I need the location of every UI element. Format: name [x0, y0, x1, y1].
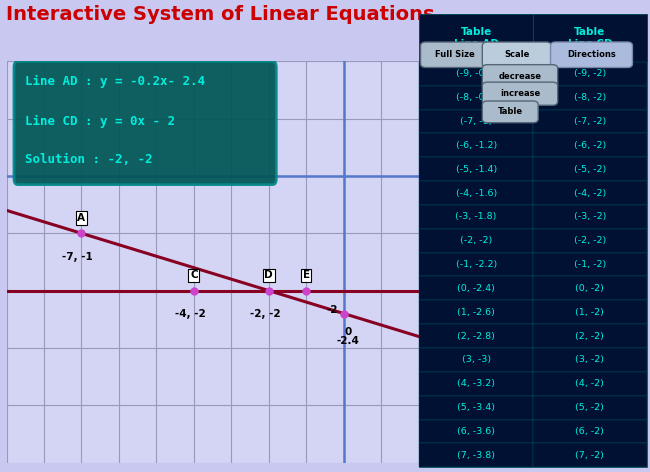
Text: (6, -2): (6, -2): [575, 427, 604, 436]
Text: (-9, -0.6): (-9, -0.6): [456, 69, 497, 78]
Text: (7, -2): (7, -2): [575, 451, 604, 460]
Text: 0: 0: [344, 327, 352, 337]
Text: -2: -2: [327, 305, 338, 315]
Text: (2, -2): (2, -2): [575, 332, 604, 341]
Text: Directions: Directions: [567, 50, 616, 59]
Text: (-2, -2): (-2, -2): [460, 236, 492, 245]
Text: Interactive System of Linear Equations: Interactive System of Linear Equations: [6, 5, 435, 24]
Text: Line AD : y = -0.2x- 2.4: Line AD : y = -0.2x- 2.4: [25, 75, 205, 88]
Text: (2, -2.8): (2, -2.8): [457, 332, 495, 341]
Text: (-3, -1.8): (-3, -1.8): [456, 212, 497, 221]
Text: Solution : -2, -2: Solution : -2, -2: [25, 153, 153, 167]
Text: Table
Line AD: Table Line AD: [454, 27, 499, 49]
Text: (-7, -2): (-7, -2): [574, 117, 606, 126]
Text: D: D: [265, 270, 273, 280]
Text: (5, -3.4): (5, -3.4): [457, 403, 495, 412]
Text: Line CD : y = 0x - 2: Line CD : y = 0x - 2: [25, 115, 176, 128]
Text: Scale: Scale: [504, 50, 530, 59]
Text: (5, -2): (5, -2): [575, 403, 604, 412]
Text: (-1, -2.2): (-1, -2.2): [456, 260, 497, 269]
Text: (-8, -2): (-8, -2): [574, 93, 606, 102]
Text: -2.4: -2.4: [337, 337, 359, 346]
Text: (0, -2): (0, -2): [575, 284, 604, 293]
Text: (-7, -1): (-7, -1): [460, 117, 492, 126]
Text: (-6, -1.2): (-6, -1.2): [456, 141, 497, 150]
FancyBboxPatch shape: [14, 61, 276, 185]
Text: (-5, -2): (-5, -2): [574, 165, 606, 174]
Text: Table: Table: [498, 107, 523, 117]
Text: (-1, -2): (-1, -2): [574, 260, 606, 269]
Text: (-8, -0.8): (-8, -0.8): [456, 93, 497, 102]
Text: (7, -3.8): (7, -3.8): [457, 451, 495, 460]
Text: increase: increase: [500, 89, 540, 98]
Text: A: A: [77, 213, 85, 223]
Text: -2, -2: -2, -2: [250, 309, 280, 319]
Text: (-5, -1.4): (-5, -1.4): [456, 165, 497, 174]
Text: (3, -2): (3, -2): [575, 355, 604, 364]
Text: (-9, -2): (-9, -2): [574, 69, 606, 78]
Text: (1, -2): (1, -2): [575, 308, 604, 317]
Text: (6, -3.6): (6, -3.6): [457, 427, 495, 436]
Text: E: E: [303, 270, 310, 280]
Text: (-2, -2): (-2, -2): [574, 236, 606, 245]
Text: (-4, -2): (-4, -2): [574, 188, 606, 197]
Text: (-4, -1.6): (-4, -1.6): [456, 188, 497, 197]
Text: (-3, -2): (-3, -2): [574, 212, 606, 221]
Text: Table
Line CD: Table Line CD: [567, 27, 612, 49]
Text: (1, -2.6): (1, -2.6): [457, 308, 495, 317]
Text: Full Size: Full Size: [435, 50, 475, 59]
Text: -7, -1: -7, -1: [62, 252, 93, 261]
Text: (3, -3): (3, -3): [462, 355, 491, 364]
Text: -4, -2: -4, -2: [175, 309, 205, 319]
Text: decrease: decrease: [499, 72, 541, 81]
Text: (0, -2.4): (0, -2.4): [457, 284, 495, 293]
Text: (4, -2): (4, -2): [575, 379, 604, 388]
Text: (4, -3.2): (4, -3.2): [457, 379, 495, 388]
Text: C: C: [190, 270, 198, 280]
Text: (-6, -2): (-6, -2): [574, 141, 606, 150]
